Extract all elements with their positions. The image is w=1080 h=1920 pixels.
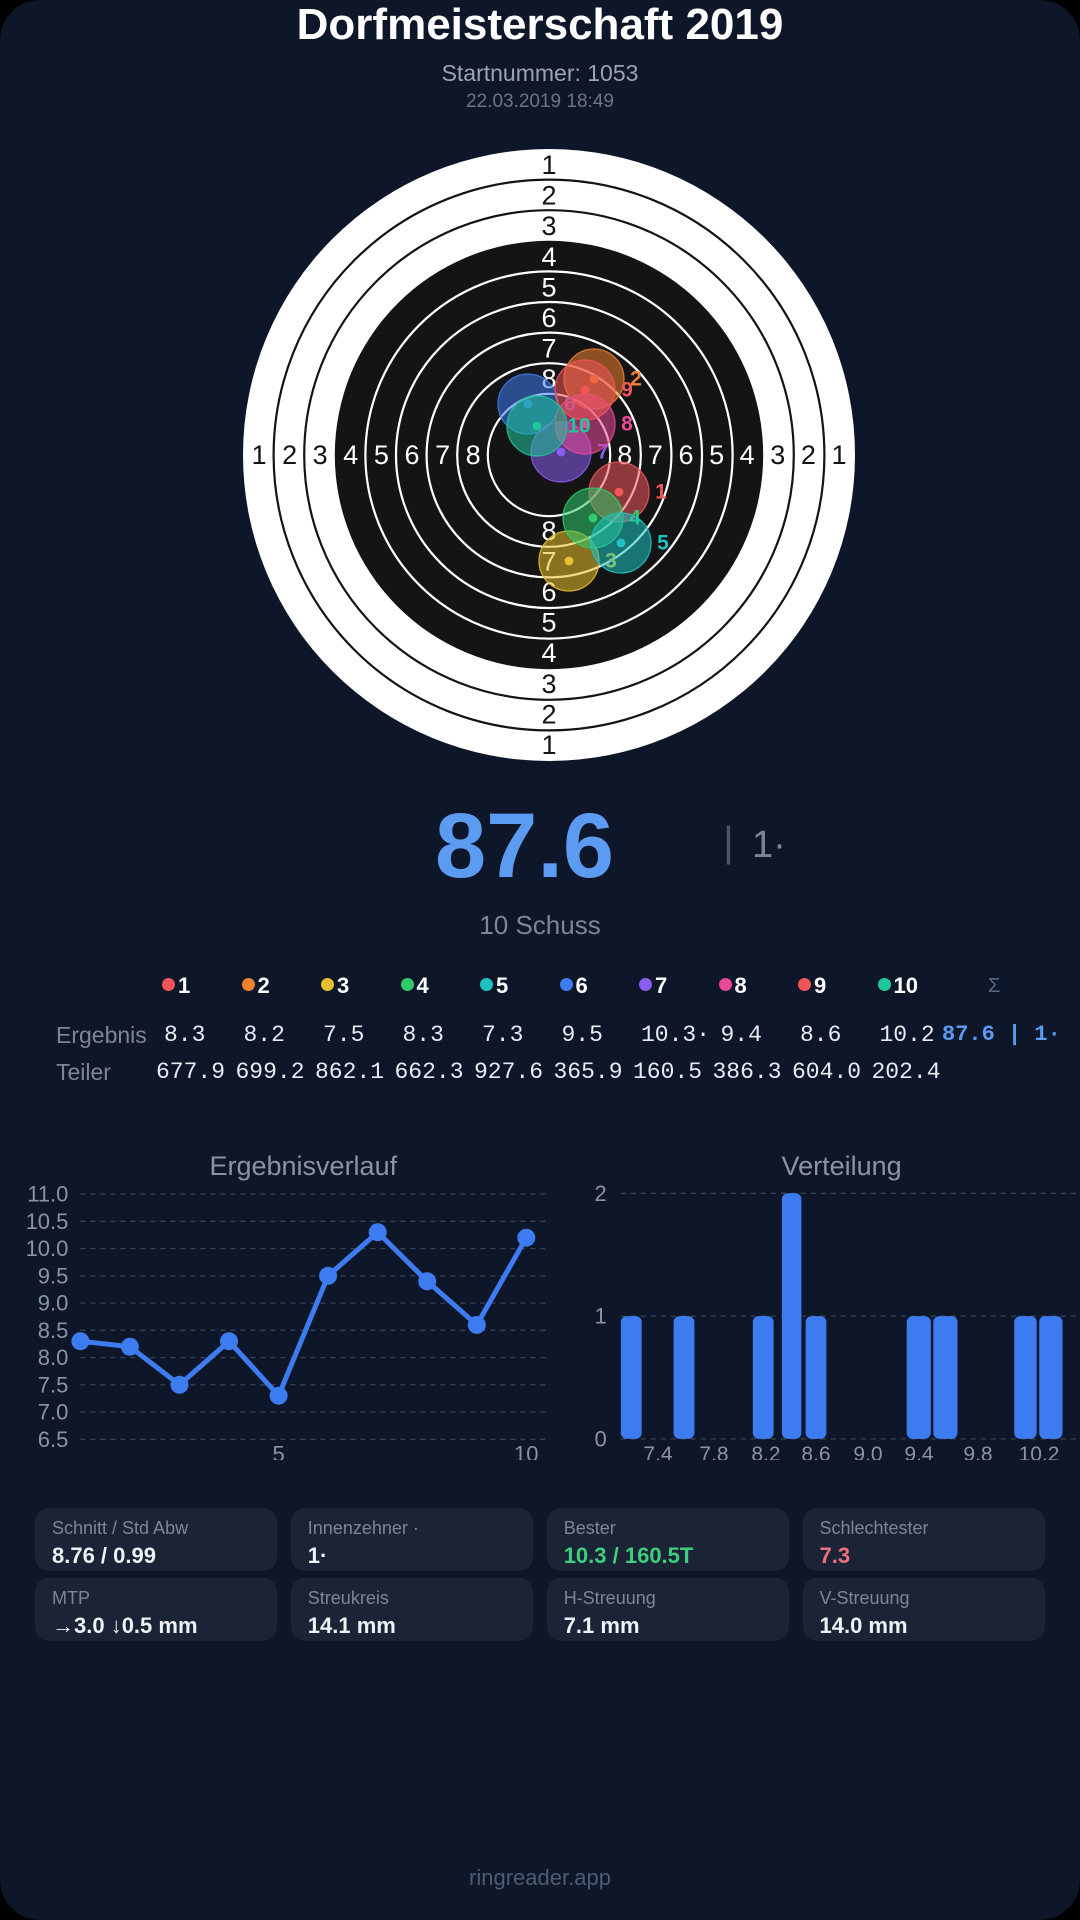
svg-text:7.4: 7.4 xyxy=(643,1443,673,1460)
svg-text:7.5: 7.5 xyxy=(38,1372,69,1397)
svg-text:7.8: 7.8 xyxy=(699,1443,728,1460)
svg-text:9.0: 9.0 xyxy=(38,1291,69,1316)
svg-text:4: 4 xyxy=(541,638,556,668)
svg-text:3: 3 xyxy=(541,669,556,699)
svg-text:6: 6 xyxy=(541,303,556,333)
svg-text:4: 4 xyxy=(541,242,556,272)
svg-text:1: 1 xyxy=(251,440,266,470)
svg-text:9: 9 xyxy=(621,379,633,402)
svg-text:10.5: 10.5 xyxy=(26,1209,69,1234)
svg-text:7: 7 xyxy=(435,440,450,470)
svg-text:2: 2 xyxy=(541,699,556,729)
svg-text:11.0: 11.0 xyxy=(27,1182,68,1207)
svg-text:7: 7 xyxy=(648,440,663,470)
svg-text:1: 1 xyxy=(831,440,846,470)
svg-text:6.5: 6.5 xyxy=(38,1427,69,1452)
svg-text:8.5: 8.5 xyxy=(38,1318,69,1343)
svg-text:10.2: 10.2 xyxy=(1019,1443,1060,1460)
svg-text:2: 2 xyxy=(541,181,556,211)
svg-text:8.6: 8.6 xyxy=(801,1443,830,1460)
svg-text:5: 5 xyxy=(272,1441,284,1460)
svg-text:Verteilung: Verteilung xyxy=(782,1151,902,1181)
svg-text:1: 1 xyxy=(541,150,556,180)
svg-text:3: 3 xyxy=(313,440,328,470)
svg-text:5: 5 xyxy=(657,532,669,555)
svg-text:4: 4 xyxy=(740,440,755,470)
svg-text:7: 7 xyxy=(541,334,556,364)
svg-text:10: 10 xyxy=(514,1441,538,1460)
svg-text:5: 5 xyxy=(541,608,556,638)
svg-text:9.4: 9.4 xyxy=(904,1443,934,1460)
svg-text:4: 4 xyxy=(343,440,358,470)
svg-text:8.2: 8.2 xyxy=(751,1443,780,1460)
svg-text:8: 8 xyxy=(466,440,481,470)
svg-text:0: 0 xyxy=(595,1426,607,1451)
svg-text:2: 2 xyxy=(595,1181,607,1206)
svg-text:9.5: 9.5 xyxy=(38,1263,69,1288)
svg-text:1: 1 xyxy=(595,1304,607,1329)
svg-text:2: 2 xyxy=(282,440,297,470)
svg-text:8.0: 8.0 xyxy=(38,1345,69,1370)
svg-text:5: 5 xyxy=(709,440,724,470)
svg-text:7.0: 7.0 xyxy=(38,1400,69,1425)
svg-text:8: 8 xyxy=(621,413,633,436)
svg-text:6: 6 xyxy=(678,440,693,470)
svg-text:10: 10 xyxy=(567,415,590,438)
svg-text:3: 3 xyxy=(541,211,556,241)
svg-text:5: 5 xyxy=(541,272,556,302)
svg-text:5: 5 xyxy=(374,440,389,470)
svg-text:9.8: 9.8 xyxy=(963,1443,992,1460)
svg-text:10.0: 10.0 xyxy=(26,1236,69,1261)
svg-text:6: 6 xyxy=(404,440,419,470)
svg-text:2: 2 xyxy=(801,440,816,470)
svg-text:9.0: 9.0 xyxy=(853,1443,882,1460)
svg-text:1: 1 xyxy=(655,481,667,504)
svg-text:3: 3 xyxy=(770,440,785,470)
svg-text:1: 1 xyxy=(541,730,556,760)
svg-text:Ergebnisverlauf: Ergebnisverlauf xyxy=(209,1151,397,1181)
